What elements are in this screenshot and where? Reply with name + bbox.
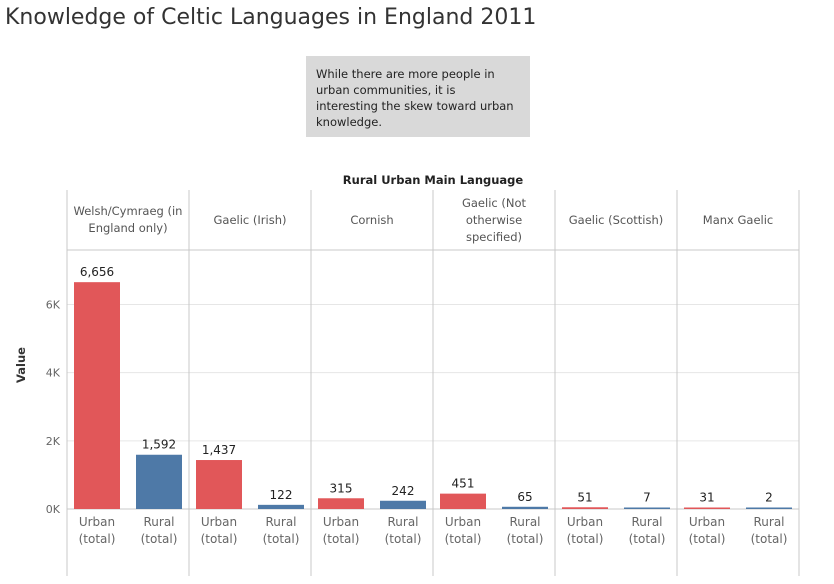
x-tick-label: Urban bbox=[689, 515, 725, 529]
x-tick-label: Urban bbox=[323, 515, 359, 529]
data-label: 65 bbox=[517, 490, 532, 504]
y-tick-label: 0K bbox=[46, 503, 61, 516]
data-label: 51 bbox=[577, 490, 592, 504]
bar bbox=[196, 460, 242, 509]
data-label: 2 bbox=[765, 491, 773, 505]
data-label: 1,592 bbox=[142, 438, 176, 452]
x-tick-label: (total) bbox=[323, 532, 360, 546]
x-tick-label: Rural bbox=[265, 515, 296, 529]
data-label: 7 bbox=[643, 491, 651, 505]
bar bbox=[562, 507, 608, 509]
bar bbox=[74, 282, 120, 509]
x-tick-label: Urban bbox=[201, 515, 237, 529]
x-tick-label: Urban bbox=[79, 515, 115, 529]
bar bbox=[258, 504, 304, 509]
data-label: 122 bbox=[270, 488, 293, 502]
x-tick-label: (total) bbox=[141, 532, 178, 546]
x-tick-label: (total) bbox=[751, 532, 788, 546]
data-label: 6,656 bbox=[80, 265, 114, 279]
data-label: 1,437 bbox=[202, 443, 236, 457]
y-tick-label: 2K bbox=[46, 435, 61, 448]
pane-header: Welsh/Cymraeg (in England only) bbox=[73, 204, 183, 235]
x-tick-label: Rural bbox=[631, 515, 662, 529]
bar bbox=[136, 454, 182, 509]
pane-header: Gaelic (Scottish) bbox=[568, 212, 664, 227]
x-tick-label: (total) bbox=[79, 532, 116, 546]
pane-header: Cornish bbox=[350, 212, 394, 227]
y-tick-label: 4K bbox=[46, 367, 61, 380]
x-tick-label: (total) bbox=[263, 532, 300, 546]
x-tick-label: (total) bbox=[385, 532, 422, 546]
data-label: 242 bbox=[392, 484, 415, 498]
x-tick-label: (total) bbox=[629, 532, 666, 546]
pane-header: Gaelic (Not otherwise specified) bbox=[461, 195, 527, 244]
chart-title: Knowledge of Celtic Languages in England… bbox=[5, 5, 537, 30]
column-header-title: Rural Urban Main Language bbox=[342, 173, 524, 187]
pane-header: Gaelic (Irish) bbox=[213, 212, 287, 227]
x-tick-label: Rural bbox=[509, 515, 540, 529]
x-tick-label: Urban bbox=[445, 515, 481, 529]
x-tick-label: Rural bbox=[143, 515, 174, 529]
bar bbox=[440, 493, 486, 509]
data-label: 451 bbox=[452, 477, 475, 491]
bar bbox=[380, 500, 426, 509]
x-tick-label: (total) bbox=[567, 532, 604, 546]
x-tick-label: (total) bbox=[445, 532, 482, 546]
bar bbox=[624, 507, 670, 509]
x-tick-label: (total) bbox=[689, 532, 726, 546]
y-tick-label: 6K bbox=[46, 299, 61, 312]
bar bbox=[684, 507, 730, 509]
bar bbox=[746, 507, 792, 509]
data-label: 31 bbox=[699, 491, 714, 505]
x-tick-label: (total) bbox=[507, 532, 544, 546]
pane-header: Manx Gaelic bbox=[702, 212, 774, 227]
bar bbox=[502, 506, 548, 509]
x-tick-label: (total) bbox=[201, 532, 238, 546]
x-tick-label: Urban bbox=[567, 515, 603, 529]
annotation-box: While there are more people in urban com… bbox=[306, 56, 530, 137]
x-tick-label: Rural bbox=[387, 515, 418, 529]
x-tick-label: Rural bbox=[753, 515, 784, 529]
bar bbox=[318, 498, 364, 509]
data-label: 315 bbox=[330, 481, 353, 495]
